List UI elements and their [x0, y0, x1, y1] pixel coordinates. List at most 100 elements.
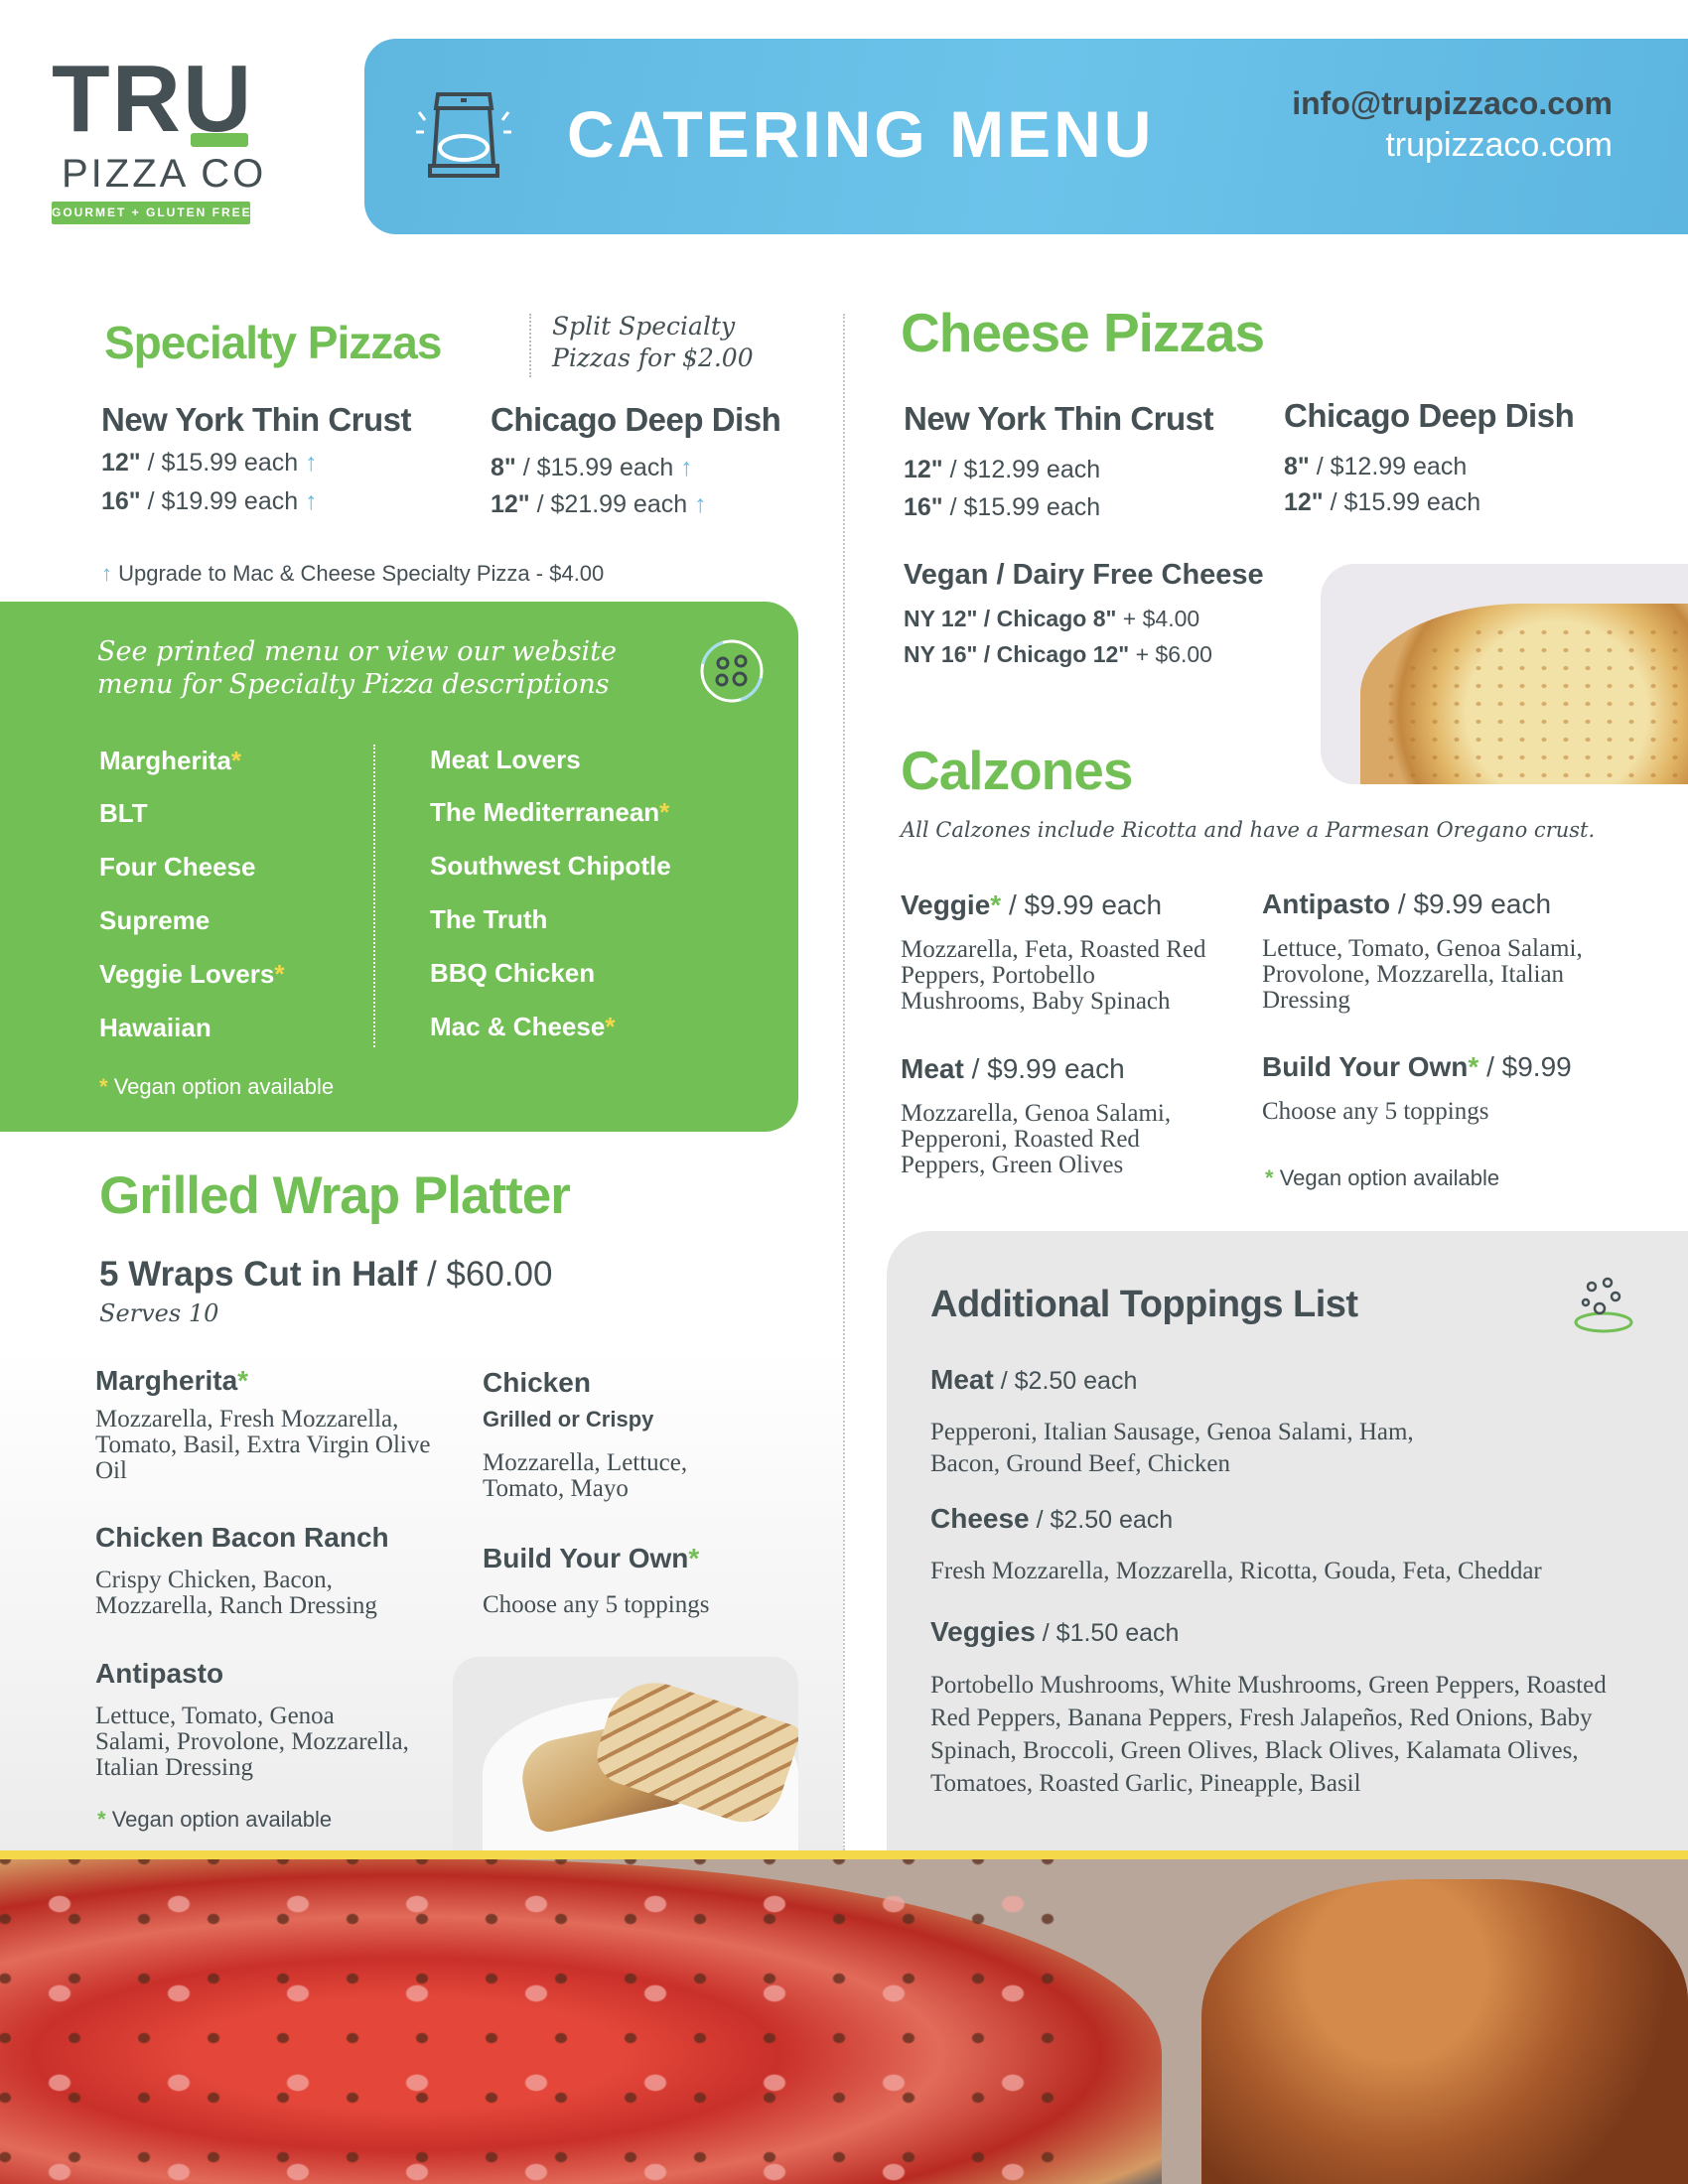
food-photo	[0, 1859, 1688, 2184]
calzone-desc: Lettuce, Tomato, Genoa Salami, Provolone…	[1262, 935, 1583, 1014]
vegan-asterisk-icon: *	[99, 1074, 108, 1099]
price: / $15.99 each	[942, 493, 1101, 521]
wrap-name: Margherita*	[95, 1365, 433, 1397]
item-price: / $9.99 each	[1390, 888, 1552, 919]
specialty-ny-price: 16" / $19.99 each ↑	[101, 487, 318, 515]
toppings-panel: Additional Toppings List Meat / $2.50 ea…	[887, 1231, 1688, 1850]
size: 12"	[101, 449, 141, 477]
list-item: Margherita*	[99, 746, 241, 776]
size: 16"	[101, 487, 141, 515]
list-item: BLT	[99, 798, 148, 829]
offer-name: 5 Wraps Cut in Half	[99, 1255, 418, 1294]
item-name: Meat	[901, 1053, 964, 1084]
group-items: Pepperoni, Italian Sausage, Genoa Salami…	[930, 1419, 1414, 1477]
calzone-item: Build Your Own* / $9.99 Choose any 5 top…	[1262, 1051, 1619, 1125]
list-item: Meat Lovers	[430, 745, 581, 775]
vegan-cheese-line: NY 16" / Chicago 12" + $6.00	[904, 641, 1212, 667]
fried-chicken-photo	[1201, 1879, 1688, 2184]
specialty-title: Specialty Pizzas	[104, 317, 442, 368]
price: / $12.99 each	[942, 456, 1101, 483]
size: 16"	[904, 493, 943, 521]
item-price: / $9.99 each	[1001, 889, 1163, 920]
page-title: CATERING MENU	[567, 97, 1155, 171]
price: / $15.99 each	[140, 449, 299, 477]
size: 12"	[904, 456, 943, 483]
group-price: / $1.50 each	[1035, 1619, 1180, 1647]
specialty-chicago-price: 8" / $15.99 each ↑	[491, 454, 693, 481]
group-items: Fresh Mozzarella, Mozzarella, Ricotta, G…	[930, 1558, 1542, 1584]
label: NY 16" / Chicago 12"	[904, 641, 1130, 667]
cheese-title: Cheese Pizzas	[901, 302, 1265, 363]
item-name: Supreme	[99, 905, 211, 935]
cheese-spots	[1380, 623, 1688, 782]
cheese-ny-price: 16" / $15.99 each	[904, 493, 1100, 521]
vegan-note-text: Vegan option available	[113, 1074, 335, 1099]
calzone-header: Veggie* / $9.99 each	[901, 889, 1238, 921]
vegan-asterisk-icon: *	[237, 1365, 249, 1396]
vegan-note-text: Vegan option available	[111, 1807, 333, 1832]
vegan-asterisk-icon: *	[274, 959, 285, 989]
split-note-line: Split Specialty	[552, 312, 736, 341]
upgrade-note-text: Upgrade to Mac & Cheese Specialty Pizza …	[118, 561, 605, 586]
item-name: Meat Lovers	[430, 745, 581, 774]
email-link[interactable]: info@trupizzaco.com	[1292, 85, 1613, 121]
website-link[interactable]: trupizzaco.com	[1385, 126, 1613, 164]
wraps-serves: Serves 10	[99, 1299, 219, 1327]
wrap-desc: Mozzarella, Fresh Mozzarella, Tomato, Ba…	[95, 1406, 431, 1484]
logo-tru: TRU	[52, 46, 254, 152]
item-name: Build Your Own	[483, 1543, 689, 1573]
vegan-cheese-title: Vegan / Dairy Free Cheese	[904, 559, 1264, 591]
pizza-box-icon	[416, 92, 511, 178]
calzones-title: Calzones	[901, 740, 1133, 801]
cheese-chicago-price: 8" / $12.99 each	[1284, 453, 1467, 480]
item-name: Veggie	[901, 889, 991, 920]
specialty-chicago-name: Chicago Deep Dish	[491, 401, 781, 438]
group-name: Cheese	[930, 1503, 1030, 1534]
price: + $6.00	[1129, 641, 1212, 667]
upgrade-arrow-icon: ↑	[101, 561, 112, 586]
vegan-note-text: Vegan option available	[1279, 1165, 1500, 1190]
upgrade-arrow-icon: ↑	[305, 487, 318, 515]
wrap-desc: Mozzarella, Lettuce, Tomato, Mayo	[483, 1449, 688, 1502]
specialty-ny-price: 12" / $15.99 each ↑	[101, 449, 318, 477]
topping-group: Meat / $2.50 each Pepperoni, Italian Sau…	[930, 1364, 1645, 1480]
price: / $15.99 each	[515, 454, 674, 481]
calzone-header: Meat / $9.99 each	[901, 1053, 1238, 1085]
item-name: Antipasto	[1262, 888, 1391, 919]
panel-note-line: See printed menu or view our website	[97, 636, 618, 667]
wrap-name: Antipasto	[95, 1658, 224, 1689]
specialty-list-panel: See printed menu or view our website men…	[0, 602, 798, 1132]
vegan-asterisk-icon: *	[1468, 1051, 1479, 1082]
logo-underline	[191, 133, 248, 147]
wrap-name: Build Your Own*	[483, 1543, 780, 1574]
group-items: Portobello Mushrooms, White Mushrooms, G…	[930, 1672, 1607, 1797]
calzones-note: All Calzones include Ricotta and have a …	[901, 818, 1596, 842]
offer-price: / $60.00	[417, 1255, 553, 1294]
wrap-desc: Choose any 5 toppings	[483, 1591, 710, 1618]
list-item: BBQ Chicken	[430, 958, 595, 989]
group-price: / $2.50 each	[993, 1367, 1138, 1395]
price: + $4.00	[1116, 606, 1200, 631]
item-name: Veggie Lovers	[99, 959, 275, 989]
item-name: Margherita	[99, 746, 231, 775]
header-banner: CATERING MENU info@trupizzaco.com trupiz…	[364, 39, 1688, 234]
list-item: Four Cheese	[99, 852, 256, 883]
cheese-ny-name: New York Thin Crust	[904, 400, 1214, 437]
vegan-asterisk-icon: *	[1265, 1165, 1274, 1190]
wrap-item: Build Your Own* Choose any 5 toppings	[483, 1543, 780, 1618]
calzone-item: Meat / $9.99 each Mozzarella, Genoa Sala…	[901, 1053, 1238, 1178]
split-note: Split Specialty Pizzas for $2.00	[552, 311, 754, 374]
wraps-title: Grilled Wrap Platter	[99, 1166, 571, 1225]
label: NY 12" / Chicago 8"	[904, 606, 1117, 631]
divider	[529, 314, 531, 377]
vegan-note: * Vegan option available	[99, 1074, 334, 1100]
group-name: Meat	[930, 1364, 994, 1395]
calzone-item: Antipasto / $9.99 each Lettuce, Tomato, …	[1262, 888, 1619, 1014]
vegan-asterisk-icon: *	[97, 1807, 106, 1832]
topping-group: Cheese / $2.50 each Fresh Mozzarella, Mo…	[930, 1503, 1645, 1587]
wrap-option: Grilled or Crispy	[483, 1407, 654, 1432]
logo-pizza-co: PIZZA CO	[62, 152, 267, 196]
list-item: The Mediterranean*	[430, 797, 669, 828]
price: / $19.99 each	[140, 487, 299, 515]
list-item: Supreme	[99, 905, 210, 936]
